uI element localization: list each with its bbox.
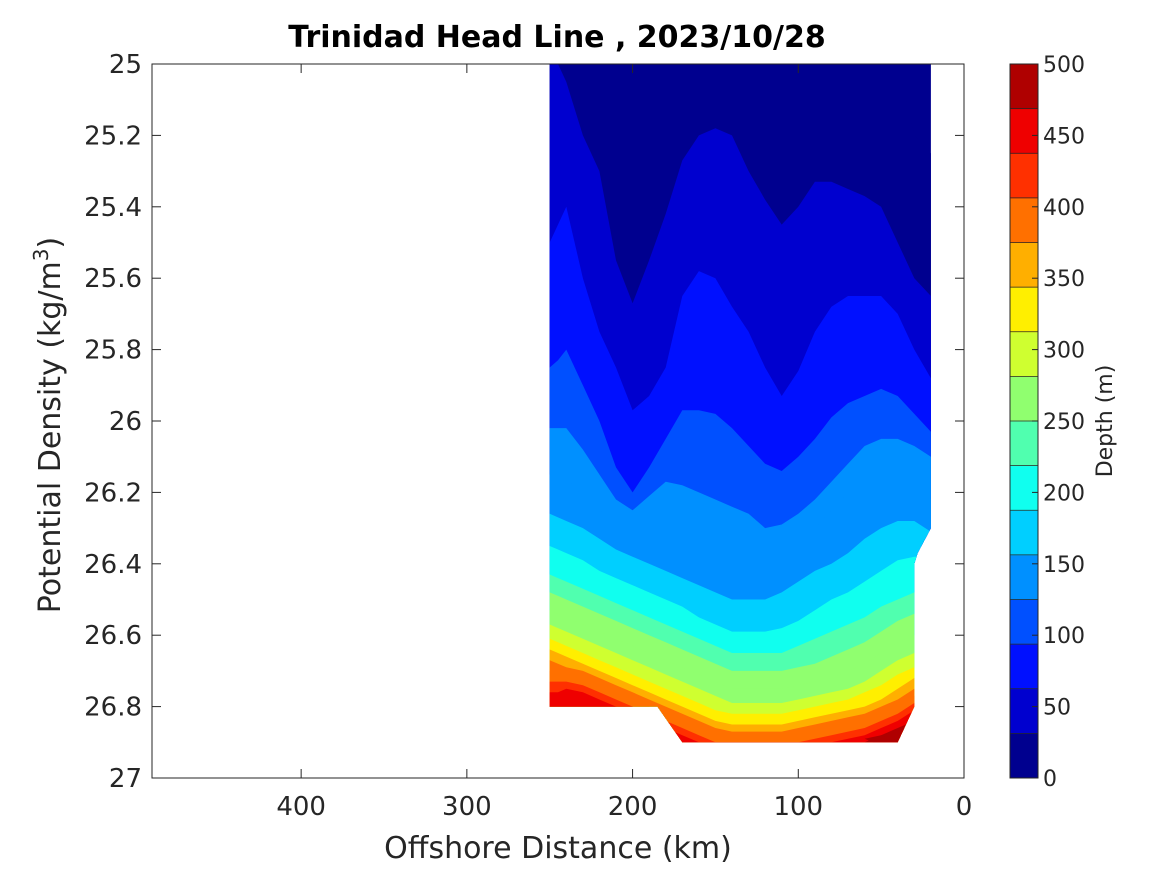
y-tick-label: 25.8 xyxy=(84,336,142,366)
chart-title: Trinidad Head Line , 2023/10/28 xyxy=(288,20,825,55)
colorbar-swatch xyxy=(1010,376,1038,422)
colorbar-swatch xyxy=(1010,554,1038,600)
colorbar-swatch xyxy=(1010,287,1038,333)
x-tick-label: 300 xyxy=(442,792,492,822)
colorbar: 0 50 100 150 200 250 300 350 400 450 500 Depth (m) xyxy=(1009,53,1118,792)
colorbar-swatch xyxy=(1010,644,1038,690)
colorbar-tick-label: 150 xyxy=(1043,553,1085,578)
y-tick-label: 26.4 xyxy=(84,550,142,580)
colorbar-swatch xyxy=(1010,688,1038,734)
colorbar-tick-label: 400 xyxy=(1043,196,1085,221)
colorbar-tick-label: 250 xyxy=(1043,410,1085,435)
y-axis-label: Potential Density (kg/m3) xyxy=(29,237,68,613)
y-axis-label-close: ) xyxy=(33,237,68,249)
colorbar-swatch xyxy=(1010,64,1038,110)
y-tick-label: 26.2 xyxy=(84,478,142,508)
y-axis-ticks: 25 25.2 25.4 25.6 25.8 26 26.2 26.4 26.6 26.8 27 xyxy=(84,50,964,794)
contour-band-300m xyxy=(549,624,931,743)
colorbar-swatch xyxy=(1010,733,1038,779)
x-tick-label: 400 xyxy=(276,792,326,822)
colorbar-tick-label: 350 xyxy=(1043,267,1085,292)
contour-band-325m xyxy=(549,638,931,743)
y-tick-label: 25.6 xyxy=(84,264,142,294)
colorbar-swatch xyxy=(1010,599,1038,645)
y-tick-label: 27 xyxy=(109,764,142,794)
colorbar-swatch xyxy=(1010,510,1038,556)
colorbar-tick-label: 100 xyxy=(1043,624,1085,649)
colorbar-ticks: 0 50 100 150 200 250 300 350 400 450 500 xyxy=(1032,53,1085,792)
y-tick-label: 25 xyxy=(109,50,142,80)
colorbar-swatch xyxy=(1010,242,1038,288)
plot-area: 400 300 200 100 0 25 25.2 25.4 25.6 25.8 26 26.2 26… xyxy=(84,50,972,822)
contour-band-deepest xyxy=(864,735,898,743)
y-axis-label-superscript: 3 xyxy=(29,248,53,261)
colorbar-tick-label: 200 xyxy=(1043,481,1085,506)
contour-fills xyxy=(549,64,931,743)
x-tick-label: 200 xyxy=(608,792,658,822)
colorbar-tick-label: 500 xyxy=(1043,53,1085,78)
colorbar-swatches xyxy=(1010,64,1038,779)
x-tick-label: 0 xyxy=(956,792,973,822)
colorbar-tick-label: 50 xyxy=(1043,696,1071,721)
y-axis-label-main: Potential Density (kg/m xyxy=(33,261,68,613)
colorbar-swatch xyxy=(1010,465,1038,511)
y-tick-label: 26.8 xyxy=(84,693,142,723)
colorbar-swatch xyxy=(1010,108,1038,154)
y-tick-label: 26 xyxy=(109,407,142,437)
colorbar-swatch xyxy=(1010,197,1038,243)
y-tick-label: 25.4 xyxy=(84,193,142,223)
colorbar-swatch xyxy=(1010,331,1038,377)
colorbar-tick-label: 0 xyxy=(1043,767,1057,792)
x-axis-ticks: 400 300 200 100 0 xyxy=(276,64,972,822)
y-tick-label: 26.6 xyxy=(84,621,142,651)
colorbar-swatch xyxy=(1010,421,1038,467)
y-tick-label: 25.2 xyxy=(84,121,142,151)
colorbar-swatch xyxy=(1010,153,1038,199)
x-axis-label: Offshore Distance (km) xyxy=(384,831,732,866)
x-tick-label: 100 xyxy=(773,792,823,822)
colorbar-tick-label: 300 xyxy=(1043,339,1085,364)
colorbar-tick-label: 450 xyxy=(1043,124,1085,149)
colorbar-label: Depth (m) xyxy=(1093,365,1118,478)
